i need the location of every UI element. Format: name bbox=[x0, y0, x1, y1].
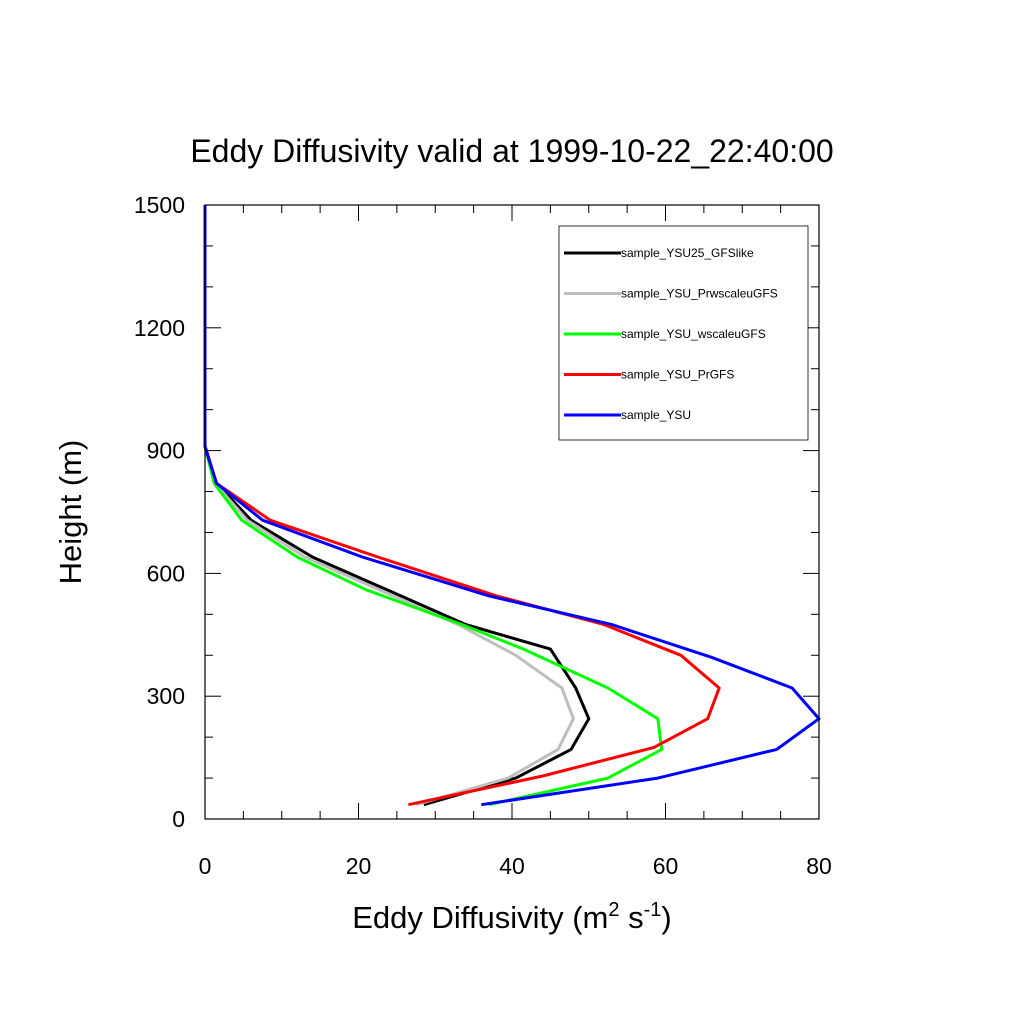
axis-ticks bbox=[204, 204, 820, 820]
y-tick-label: 300 bbox=[147, 683, 185, 709]
legend-label-1: sample_YSU_PrwscaleuGFS bbox=[621, 287, 778, 301]
legend-items: sample_YSU25_GFSlike sample_YSU_Prwscaleu… bbox=[564, 246, 778, 422]
legend-label-0: sample_YSU25_GFSlike bbox=[621, 246, 754, 260]
y-tick-label: 1200 bbox=[134, 315, 185, 341]
x-axis-label: Eddy Diffusivity (m2 s-1) bbox=[352, 899, 671, 935]
x-tick-label: 0 bbox=[199, 853, 212, 879]
x-axis-label-mid: s bbox=[619, 900, 643, 935]
legend-label-4: sample_YSU bbox=[621, 408, 691, 422]
y-tick-label: 600 bbox=[147, 560, 185, 586]
y-tick-label: 0 bbox=[172, 806, 185, 832]
axis-tick-labels: 0 20 40 60 80 0 300 600 900 1200 1500 bbox=[134, 192, 832, 879]
legend-label-3: sample_YSU_PrGFS bbox=[621, 368, 734, 382]
x-axis-label-sup2: -1 bbox=[644, 899, 662, 921]
y-tick-label: 1500 bbox=[134, 192, 185, 218]
x-tick-label: 20 bbox=[346, 853, 372, 879]
y-axis-label: Height (m) bbox=[53, 440, 88, 585]
legend: sample_YSU25_GFSlike sample_YSU_Prwscaleu… bbox=[558, 225, 809, 441]
x-tick-label: 60 bbox=[653, 853, 679, 879]
y-tick-label: 900 bbox=[147, 438, 185, 464]
x-axis-label-sup1: 2 bbox=[608, 899, 619, 921]
x-axis-label-base: Eddy Diffusivity (m bbox=[352, 900, 608, 935]
x-axis-label-end: ) bbox=[661, 900, 671, 935]
x-tick-label: 40 bbox=[499, 853, 525, 879]
chart-title: Eddy Diffusivity valid at 1999-10-22_22:… bbox=[190, 133, 833, 169]
legend-label-2: sample_YSU_wscaleuGFS bbox=[621, 327, 766, 341]
x-tick-label: 80 bbox=[806, 853, 832, 879]
